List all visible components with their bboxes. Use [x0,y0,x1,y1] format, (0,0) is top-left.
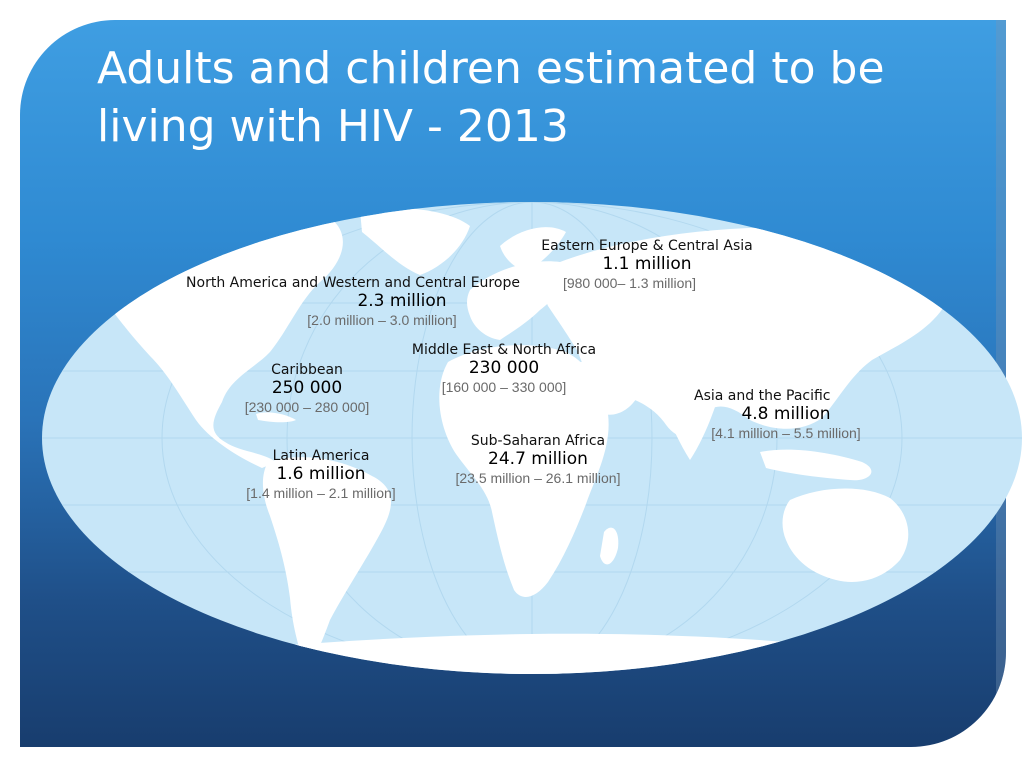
region-name: Caribbean [271,362,343,378]
arctic-islands-shape [250,204,340,222]
region-name: Sub-Saharan Africa [470,433,606,449]
region-label-asia-pacific: Asia and the Pacific 4.8 million [4.1 mi… [694,387,866,442]
africa-shape [439,345,609,597]
region-value: 1.6 million [276,464,366,484]
region-name: Asia and the Pacific [694,388,831,404]
antarctica-shape [120,633,950,674]
region-name: Latin America [272,448,370,464]
arabia-shape [580,361,640,415]
europe-shape [467,261,564,340]
india-shape [664,379,716,460]
region-label-north-america-europe: North America and Western and Central Eu… [172,274,534,329]
region-value: 250 000 [271,378,343,398]
slide-title: Adults and children estimated to be livi… [97,43,885,152]
japan-shape [867,319,886,354]
region-name: North America and Western and Central Eu… [186,275,520,291]
region-range: [4.1 million – 5.5 million] [711,425,861,441]
region-value: 230 000 [468,358,540,378]
southeast-asia-islands-shape [760,449,872,481]
region-name: Eastern Europe & Central Asia [541,238,753,254]
region-range: [160 000 – 330 000] [441,379,567,395]
new-zealand-shape [936,569,952,599]
region-range: [23.5 million – 26.1 million] [455,470,621,486]
region-value: 1.1 million [602,254,692,274]
region-label-middle-east-north-africa: Middle East & North Africa 230 000 [160 … [402,341,606,396]
region-label-latin-america: Latin America 1.6 million [1.4 million –… [238,447,404,502]
region-range: [980 000– 1.3 million] [562,275,697,291]
greenland-shape [360,207,470,275]
australia-shape [782,488,909,582]
madagascar-shape [600,527,619,565]
region-value: 2.3 million [357,291,447,311]
region-name: Middle East & North Africa [411,342,597,358]
caribbean-islands-shape [256,412,296,423]
region-value: 4.8 million [741,404,831,424]
region-label-eastern-europe-central-asia: Eastern Europe & Central Asia 1.1 millio… [534,237,760,292]
region-range: [1.4 million – 2.1 million] [246,485,396,501]
south-america-shape [262,457,391,672]
region-range: [230 000 – 280 000] [244,399,370,415]
scandinavia-shape [500,227,566,272]
region-label-sub-saharan-africa: Sub-Saharan Africa 24.7 million [23.5 mi… [448,432,628,487]
asia-shape [544,227,951,436]
region-range: [2.0 million – 3.0 million] [307,312,457,328]
region-value: 24.7 million [488,449,588,469]
region-label-caribbean: Caribbean 250 000 [230 000 – 280 000] [238,361,376,416]
